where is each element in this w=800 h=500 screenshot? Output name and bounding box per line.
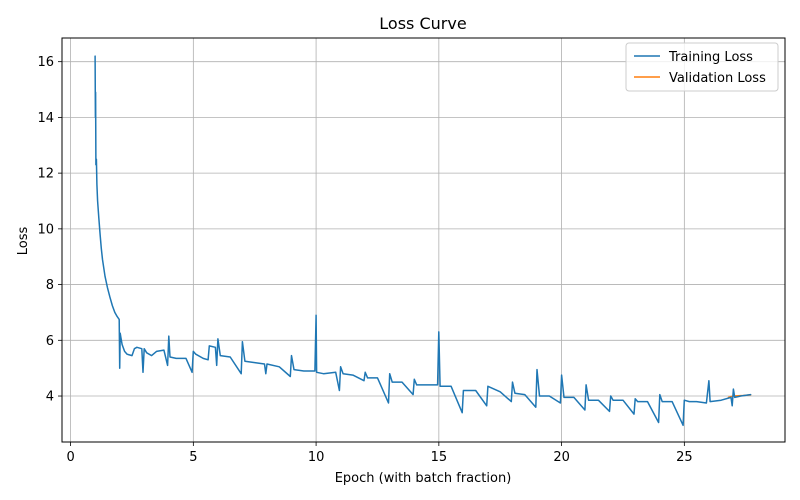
y-tick-label: 10 — [37, 222, 54, 237]
x-tick-label: 20 — [553, 450, 570, 465]
grid-lines — [62, 38, 785, 442]
y-axis-ticks: 4 6 8 10 12 14 16 — [37, 55, 62, 405]
x-tick-label: 25 — [676, 450, 693, 465]
legend-label-validation-loss: Validation Loss — [669, 71, 766, 86]
y-tick-label: 16 — [37, 55, 54, 70]
legend-label-training-loss: Training Loss — [668, 50, 753, 65]
legend-box — [625, 42, 779, 92]
plot-area-frame — [61, 37, 786, 443]
x-axis-label: Epoch (with batch fraction) — [335, 471, 512, 486]
training-loss-line — [94, 55, 752, 427]
y-axis-label: Loss — [16, 227, 31, 256]
x-tick-label: 15 — [431, 450, 448, 465]
chart-title: Loss Curve — [379, 14, 466, 33]
legend: Training Loss Validation Loss — [625, 42, 779, 92]
y-tick-label: 6 — [46, 334, 54, 349]
x-axis-ticks: 0 5 10 15 20 25 — [66, 442, 693, 465]
series-layer — [94, 55, 752, 427]
x-tick-label: 5 — [189, 450, 197, 465]
y-tick-label: 4 — [46, 390, 54, 405]
y-tick-label: 8 — [46, 278, 54, 293]
x-tick-label: 0 — [66, 450, 74, 465]
y-tick-label: 12 — [37, 167, 54, 182]
y-tick-label: 14 — [37, 111, 54, 126]
x-tick-label: 10 — [308, 450, 325, 465]
